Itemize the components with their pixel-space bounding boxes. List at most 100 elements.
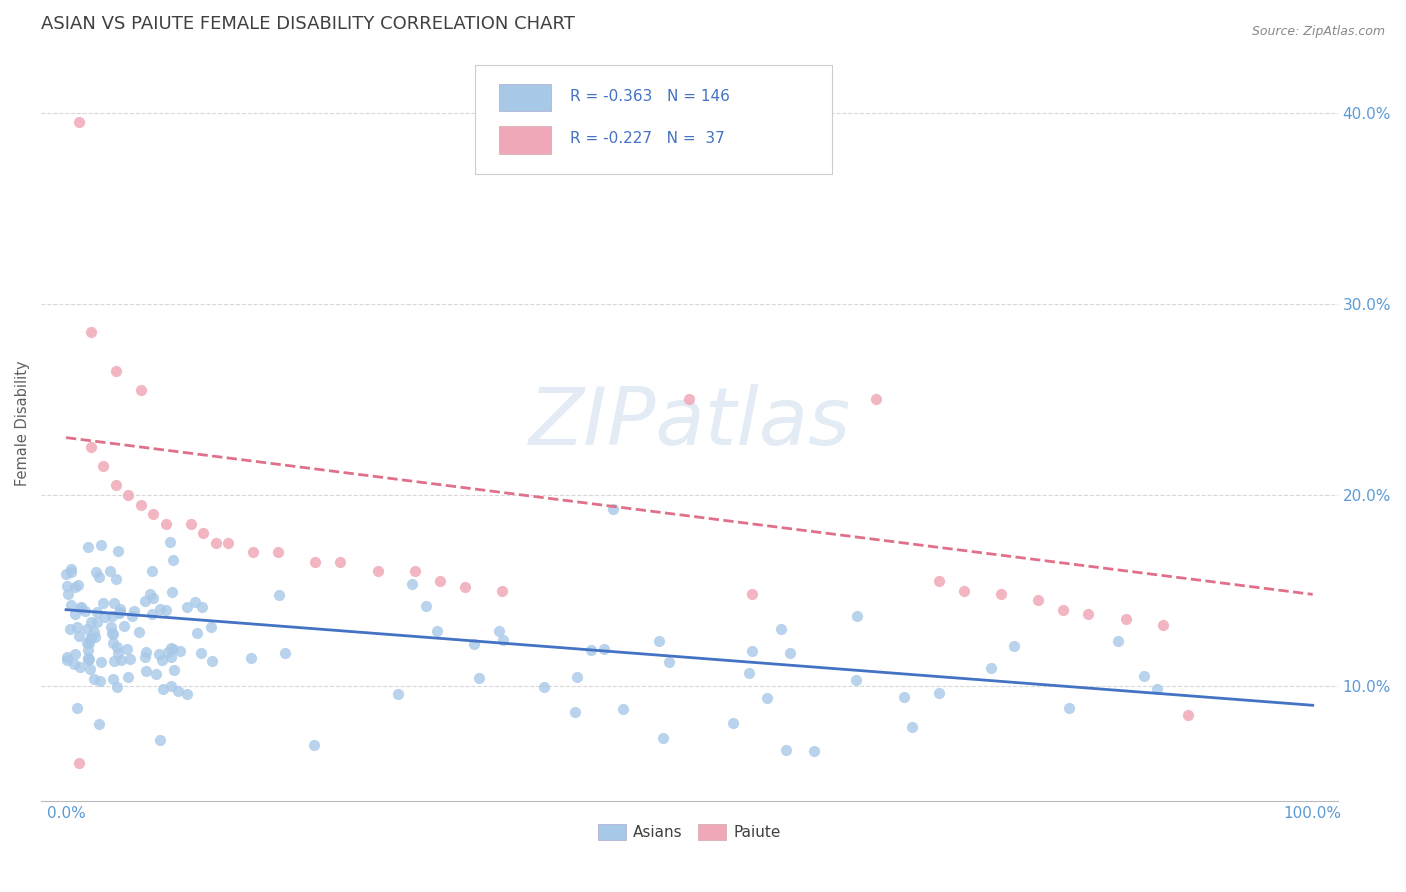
Point <box>741 587 763 601</box>
Point <box>83 624 105 639</box>
Point <box>114 619 136 633</box>
Point <box>980 661 1002 675</box>
Point <box>463 637 485 651</box>
Point <box>76 652 98 666</box>
Point <box>142 507 165 521</box>
Point <box>845 673 868 688</box>
Point <box>160 679 183 693</box>
Point <box>76 636 98 650</box>
Point <box>118 652 141 666</box>
Point <box>121 609 143 624</box>
Point <box>865 392 887 407</box>
Point <box>66 701 89 715</box>
Point <box>56 649 79 664</box>
Point <box>488 624 510 639</box>
Point <box>738 666 761 681</box>
Text: ASIAN VS PAIUTE FEMALE DISABILITY CORRELATION CHART: ASIAN VS PAIUTE FEMALE DISABILITY CORREL… <box>41 15 575 33</box>
Point <box>90 538 112 552</box>
Point <box>990 587 1012 601</box>
Point <box>79 632 101 647</box>
Point <box>139 587 162 601</box>
Point <box>193 526 215 541</box>
Point <box>90 655 112 669</box>
Point <box>117 670 139 684</box>
Point <box>59 561 82 575</box>
Point <box>404 565 426 579</box>
Point <box>67 756 90 770</box>
Point <box>468 671 491 685</box>
Point <box>454 580 477 594</box>
Point <box>149 732 172 747</box>
Point <box>267 588 290 602</box>
Point <box>129 498 152 512</box>
Point <box>84 630 107 644</box>
Point <box>217 535 239 549</box>
Point <box>103 654 125 668</box>
Point <box>1177 707 1199 722</box>
Point <box>55 566 77 581</box>
Point <box>105 640 128 655</box>
Point <box>329 555 352 569</box>
Point <box>180 516 202 531</box>
Point <box>647 634 669 648</box>
Point <box>79 663 101 677</box>
Point <box>141 564 163 578</box>
Point <box>101 627 124 641</box>
Point <box>952 583 974 598</box>
Point <box>108 602 131 616</box>
Point <box>67 630 90 644</box>
Point <box>80 326 103 340</box>
Point <box>101 672 124 686</box>
Point <box>66 578 89 592</box>
Point <box>100 564 122 578</box>
Point <box>169 644 191 658</box>
Point <box>148 648 170 662</box>
Point <box>129 383 152 397</box>
Point <box>101 626 124 640</box>
Point <box>1028 593 1050 607</box>
Point <box>304 555 326 569</box>
Text: R = -0.227   N =  37: R = -0.227 N = 37 <box>569 131 725 146</box>
Point <box>117 488 139 502</box>
Point <box>80 615 103 629</box>
Point <box>160 649 183 664</box>
Point <box>59 598 82 612</box>
Point <box>779 646 801 660</box>
Point <box>134 650 156 665</box>
Point <box>89 717 111 731</box>
Point <box>492 632 515 647</box>
Point <box>1152 618 1174 632</box>
Point <box>152 681 174 696</box>
Point <box>107 646 129 660</box>
Point <box>103 596 125 610</box>
Point <box>186 626 208 640</box>
Point <box>1133 669 1156 683</box>
Point <box>415 599 437 614</box>
Point <box>55 653 77 667</box>
Point <box>117 642 139 657</box>
Point <box>1059 701 1081 715</box>
Point <box>104 478 127 492</box>
Point <box>69 600 91 615</box>
FancyBboxPatch shape <box>475 64 832 174</box>
Point <box>63 657 86 672</box>
Point <box>110 653 132 667</box>
Point <box>1002 639 1025 653</box>
Point <box>162 641 184 656</box>
Point <box>63 607 86 621</box>
Point <box>108 606 131 620</box>
Point <box>105 572 128 586</box>
Point <box>75 604 97 618</box>
Point <box>592 642 614 657</box>
Point <box>79 635 101 649</box>
Point <box>367 565 389 579</box>
Point <box>76 540 98 554</box>
Point <box>304 738 326 752</box>
Text: ZIPatlas: ZIPatlas <box>529 384 851 462</box>
Point <box>1077 607 1099 621</box>
Point <box>60 566 83 580</box>
Point <box>105 681 128 695</box>
Point <box>204 535 226 549</box>
Point <box>149 602 172 616</box>
Point <box>893 690 915 705</box>
